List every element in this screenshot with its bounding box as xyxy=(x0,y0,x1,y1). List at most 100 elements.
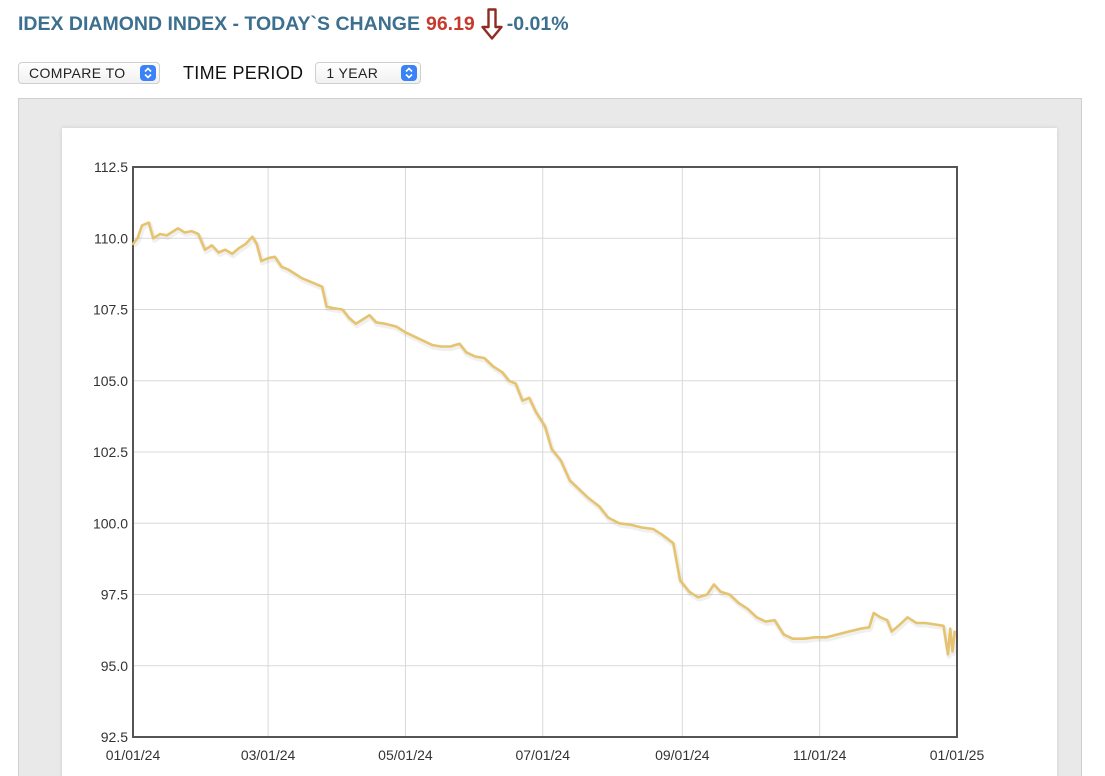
data-point xyxy=(483,357,486,359)
data-point xyxy=(449,345,452,348)
data-point xyxy=(294,273,296,275)
y-tick-label: 107.5 xyxy=(93,302,128,318)
data-point xyxy=(942,624,945,627)
index-title: IDEX DIAMOND INDEX - TODAY`S CHANGE xyxy=(18,12,420,35)
plot-area-border xyxy=(132,166,958,738)
data-point xyxy=(325,305,328,308)
data-point xyxy=(879,616,882,619)
data-point xyxy=(953,630,956,633)
index-header: IDEX DIAMOND INDEX - TODAY`S CHANGE 96.1… xyxy=(18,8,569,40)
y-tick-label: 110.0 xyxy=(94,230,128,246)
data-point xyxy=(251,235,254,238)
data-point xyxy=(280,265,283,268)
data-point xyxy=(384,322,387,325)
time-period-label: TIME PERIOD xyxy=(183,62,304,83)
data-point xyxy=(244,243,247,245)
data-point xyxy=(652,528,654,530)
data-point xyxy=(868,626,871,629)
x-tick-label: 05/01/24 xyxy=(378,747,433,763)
data-point xyxy=(458,342,461,345)
y-tick-label: 105.0 xyxy=(93,373,128,389)
data-point xyxy=(924,622,927,624)
data-point xyxy=(640,526,643,529)
x-tick-label: 11/01/24 xyxy=(793,747,847,763)
x-tick-label: 09/01/24 xyxy=(655,747,710,763)
data-point xyxy=(746,607,749,610)
index-value: 96.19 xyxy=(425,12,475,35)
time-period-value: 1 YEAR xyxy=(326,65,379,81)
data-point xyxy=(440,345,443,348)
data-point xyxy=(231,253,234,255)
data-point xyxy=(825,636,828,639)
data-point xyxy=(260,260,263,262)
data-point xyxy=(697,596,699,599)
data-point xyxy=(273,255,276,258)
data-point xyxy=(287,268,290,271)
data-point xyxy=(559,459,562,462)
data-point xyxy=(773,619,776,622)
data-point xyxy=(706,593,708,596)
data-point xyxy=(514,382,517,385)
data-point xyxy=(332,307,335,309)
data-point xyxy=(550,448,553,451)
data-point xyxy=(474,355,477,358)
data-point xyxy=(395,325,398,328)
data-point xyxy=(267,257,269,260)
time-period-select[interactable]: 1 YEAR xyxy=(315,62,422,84)
data-point xyxy=(217,251,220,254)
data-point xyxy=(814,636,817,639)
data-point xyxy=(672,542,675,545)
data-point xyxy=(197,233,200,235)
data-point xyxy=(177,227,179,230)
data-point xyxy=(848,630,850,633)
data-point xyxy=(159,233,161,235)
data-point xyxy=(618,522,621,525)
data-point xyxy=(314,282,317,285)
down-arrow-icon xyxy=(481,8,503,40)
data-point xyxy=(661,533,663,536)
data-point xyxy=(629,523,632,526)
data-point xyxy=(713,583,715,586)
x-axis-ticks: 01/01/24 03/01/24 05/01/24 07/01/24 09/01/24… xyxy=(106,747,985,763)
data-point xyxy=(915,622,918,624)
data-point xyxy=(782,633,785,636)
data-point xyxy=(375,321,377,324)
data-point xyxy=(607,516,609,519)
select-stepper-icon xyxy=(140,65,156,81)
y-tick-label: 95.0 xyxy=(101,658,128,674)
data-point xyxy=(886,619,889,622)
data-point xyxy=(404,331,407,334)
select-stepper-icon xyxy=(401,65,418,81)
data-point xyxy=(183,231,186,234)
x-tick-label: 01/01/25 xyxy=(930,747,985,763)
data-point xyxy=(679,579,681,582)
data-point xyxy=(422,339,425,342)
data-point xyxy=(501,371,504,374)
data-point xyxy=(933,623,936,626)
y-axis-ticks: 92.5 95.0 97.5 100.0 102.5 105.0 107.5 110.0 112… xyxy=(93,159,128,745)
data-point xyxy=(132,243,134,245)
chart-controls: COMPARE TO TIME PERIOD 1 YEAR xyxy=(18,60,422,86)
data-point xyxy=(598,505,600,508)
data-point xyxy=(147,221,150,224)
data-point xyxy=(947,653,949,656)
y-tick-label: 102.5 xyxy=(93,444,128,460)
data-point xyxy=(890,630,893,633)
data-point xyxy=(728,593,731,596)
compare-to-select[interactable]: COMPARE TO xyxy=(18,62,160,84)
data-point xyxy=(204,248,206,251)
series-line xyxy=(131,221,957,656)
data-point xyxy=(361,318,364,321)
data-point xyxy=(737,602,740,604)
data-point xyxy=(688,590,690,593)
data-point xyxy=(897,624,900,627)
data-point xyxy=(341,308,344,311)
data-point xyxy=(141,224,143,227)
x-tick-label: 03/01/24 xyxy=(241,747,296,763)
index-change: -0.01% xyxy=(506,12,569,35)
y-tick-label: 97.5 xyxy=(101,587,128,603)
data-point xyxy=(764,620,767,623)
data-point xyxy=(465,351,468,354)
compare-to-label: COMPARE TO xyxy=(29,65,126,81)
